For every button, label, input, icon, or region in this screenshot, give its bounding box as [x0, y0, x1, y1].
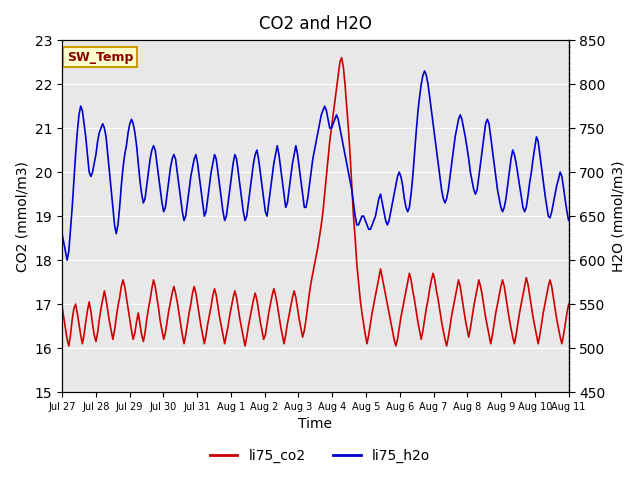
Y-axis label: H2O (mmol/m3): H2O (mmol/m3) [611, 160, 625, 272]
li75_h2o [63, 257, 71, 263]
li75_co2 [488, 332, 496, 338]
li75_h2o [370, 217, 378, 223]
X-axis label: Time: Time [298, 418, 332, 432]
Legend: li75_co2, li75_h2o: li75_co2, li75_h2o [204, 443, 436, 468]
li75_h2o [565, 217, 573, 223]
li75_co2 [363, 341, 371, 347]
Title: CO2 and H2O: CO2 and H2O [259, 15, 372, 33]
li75_h2o [360, 213, 367, 219]
Text: SW_Temp: SW_Temp [67, 51, 134, 64]
li75_co2 [521, 284, 529, 289]
li75_h2o [362, 217, 369, 223]
li75_h2o [420, 68, 428, 74]
Line: li75_co2: li75_co2 [62, 58, 569, 346]
li75_h2o [60, 240, 68, 245]
li75_h2o [488, 147, 496, 153]
Line: li75_h2o: li75_h2o [62, 71, 569, 260]
li75_co2 [65, 343, 73, 349]
li75_co2 [565, 301, 573, 307]
li75_co2 [338, 55, 346, 60]
li75_co2 [362, 332, 369, 338]
Y-axis label: CO2 (mmol/m3): CO2 (mmol/m3) [15, 161, 29, 272]
li75_h2o [58, 231, 66, 237]
li75_co2 [58, 303, 66, 309]
li75_h2o [521, 209, 529, 215]
li75_co2 [372, 292, 380, 298]
li75_co2 [60, 314, 68, 320]
